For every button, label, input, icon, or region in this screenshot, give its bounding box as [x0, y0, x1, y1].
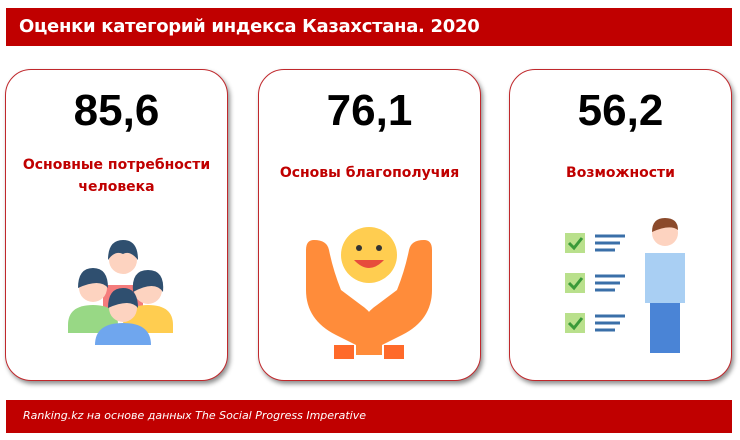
- page-title: Оценки категорий индекса Казахстана. 202…: [19, 16, 480, 37]
- card-basic-needs: 85,6 Основные потребности человека: [5, 69, 228, 381]
- score-value: 76,1: [326, 86, 413, 135]
- person-checklist-icon: [565, 218, 685, 353]
- category-label: Основные потребности человека: [10, 154, 223, 198]
- category-label-line1: Основы благополучия: [279, 165, 460, 181]
- source-note: Ranking.kz на основе данных The Social P…: [23, 409, 366, 422]
- footer-bar: Ranking.kz на основе данных The Social P…: [6, 400, 732, 433]
- category-label-line2: человека: [78, 179, 155, 195]
- card-opportunity: 56,2 Возможности: [509, 69, 732, 381]
- hands-smiley-icon: [306, 227, 432, 359]
- header-bar: Оценки категорий индекса Казахстана. 202…: [6, 8, 732, 46]
- category-label-line1: Основные потребности: [22, 157, 211, 173]
- people-group-icon: [68, 240, 173, 345]
- category-label: Основы благополучия: [263, 162, 476, 184]
- category-label-line1: Возможности: [566, 165, 675, 181]
- score-value: 85,6: [73, 86, 160, 135]
- category-label: Возможности: [514, 162, 727, 184]
- score-value: 56,2: [577, 86, 664, 135]
- card-wellbeing: 76,1 Основы благополучия: [258, 69, 481, 381]
